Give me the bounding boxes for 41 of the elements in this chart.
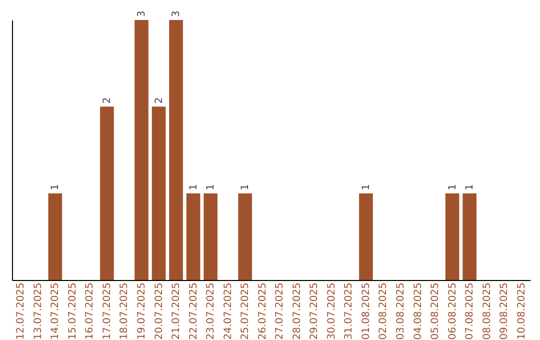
x-tick-label: 09.08.2025 bbox=[499, 282, 510, 340]
data-label: 1 bbox=[447, 184, 458, 190]
data-label: 1 bbox=[240, 184, 252, 190]
x-tick-label: 23.07.2025 bbox=[206, 282, 217, 340]
data-label: 1 bbox=[464, 184, 476, 190]
x-tick-label: 10.08.2025 bbox=[516, 282, 528, 340]
data-label: 1 bbox=[360, 184, 372, 190]
x-tick-label: 22.07.2025 bbox=[188, 282, 200, 340]
x-tick-label: 16.07.2025 bbox=[84, 282, 96, 340]
x-tick-label: 14.07.2025 bbox=[50, 282, 62, 340]
x-tick-label: 05.08.2025 bbox=[430, 282, 442, 340]
x-tick-label: 12.07.2025 bbox=[16, 282, 27, 340]
x-tick-label: 31.07.2025 bbox=[344, 282, 355, 340]
data-label: 1 bbox=[206, 184, 217, 190]
x-tick-label: 27.07.2025 bbox=[274, 282, 286, 340]
x-tick-label: 29.07.2025 bbox=[309, 282, 320, 340]
x-tick-label: 20.07.2025 bbox=[154, 282, 165, 340]
data-label: 3 bbox=[136, 10, 148, 17]
x-tick-label: 26.07.2025 bbox=[257, 282, 268, 340]
x-tick-label: 30.07.2025 bbox=[326, 282, 338, 340]
x-tick-label: 21.07.2025 bbox=[171, 282, 182, 340]
data-label: 2 bbox=[102, 97, 113, 104]
x-tick-label: 01.08.2025 bbox=[360, 282, 372, 340]
x-tick-label: 15.07.2025 bbox=[67, 282, 78, 340]
x-tick-label: 04.08.2025 bbox=[412, 282, 424, 340]
x-tick-label: 06.08.2025 bbox=[447, 282, 458, 340]
x-tick-label: 17.07.2025 bbox=[102, 282, 113, 340]
data-label: 3 bbox=[171, 10, 182, 17]
data-label: 2 bbox=[154, 97, 165, 104]
x-tick-label: 25.07.2025 bbox=[240, 282, 252, 340]
data-label: 1 bbox=[188, 184, 200, 190]
x-tick-label: 02.08.2025 bbox=[378, 282, 390, 340]
x-tick-label: 18.07.2025 bbox=[119, 282, 130, 340]
x-tick-label: 07.08.2025 bbox=[464, 282, 476, 340]
x-tick-label: 03.08.2025 bbox=[396, 282, 406, 340]
x-tick-label: 19.07.2025 bbox=[136, 282, 148, 340]
x-tick-label: 28.07.2025 bbox=[292, 282, 303, 340]
data-label: 1 bbox=[50, 184, 62, 190]
x-tick-label: 08.08.2025 bbox=[482, 282, 493, 340]
x-tick-label: 24.07.2025 bbox=[222, 282, 234, 340]
x-tick-label: 13.07.2025 bbox=[32, 282, 44, 340]
